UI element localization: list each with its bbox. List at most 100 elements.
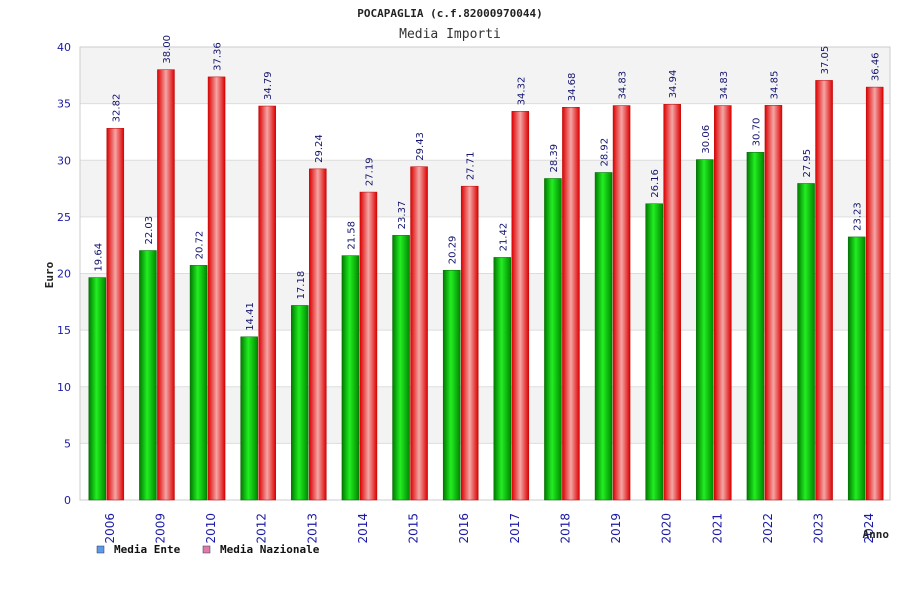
bar-media-ente bbox=[341, 255, 360, 501]
bars-group bbox=[88, 69, 884, 501]
bar-media-nazionale bbox=[410, 166, 428, 501]
x-axis-ticks: 2006 2009 2010 2012 2013 2014 2015 2016 2017 2018… bbox=[103, 513, 876, 544]
x-tick-label: 2019 bbox=[609, 513, 623, 544]
bar-media-nazionale bbox=[865, 86, 884, 501]
x-tick-label: 2006 bbox=[103, 513, 117, 544]
chart-subtitle: Media Importi bbox=[399, 27, 501, 42]
data-label: 27.71 bbox=[466, 152, 477, 181]
data-labels-group: 19.64 32.82 22.03 38.00 20.72 37.36 14.41 34.79… bbox=[93, 35, 881, 331]
data-label: 22.03 bbox=[144, 216, 155, 245]
bar-media-nazionale bbox=[157, 69, 175, 501]
y-tick-label: 20 bbox=[57, 268, 71, 281]
data-label: 34.68 bbox=[567, 73, 578, 102]
y-tick-label: 15 bbox=[57, 324, 71, 337]
y-tick-label: 30 bbox=[57, 154, 71, 167]
bar-media-ente bbox=[594, 172, 613, 501]
data-label: 19.64 bbox=[93, 243, 104, 272]
bar-media-ente bbox=[139, 250, 157, 501]
x-axis-label: Anno bbox=[863, 528, 890, 541]
bar-media-nazionale bbox=[612, 105, 631, 501]
y-tick-label: 5 bbox=[64, 437, 71, 450]
data-label: 34.85 bbox=[769, 71, 780, 100]
y-tick-label: 25 bbox=[57, 211, 71, 224]
y-axis-label: Euro bbox=[43, 261, 56, 288]
chart-title: POCAPAGLIA (c.f.82000970044) bbox=[357, 7, 542, 20]
bar-media-nazionale bbox=[714, 105, 732, 501]
bar-media-ente bbox=[291, 305, 309, 501]
legend-swatch-media-ente bbox=[96, 545, 105, 554]
data-label: 17.18 bbox=[296, 271, 307, 300]
data-label: 30.06 bbox=[701, 125, 712, 154]
x-tick-label: 2017 bbox=[508, 513, 522, 544]
y-tick-label: 40 bbox=[57, 41, 71, 54]
legend-label-media-ente: Media Ente bbox=[114, 543, 181, 556]
bar-media-nazionale bbox=[258, 105, 276, 501]
x-tick-label: 2016 bbox=[457, 513, 471, 544]
bar-media-ente bbox=[645, 203, 663, 501]
y-tick-label: 0 bbox=[64, 494, 71, 507]
data-label: 38.00 bbox=[162, 35, 173, 64]
x-tick-label: 2022 bbox=[761, 513, 775, 544]
data-label: 20.29 bbox=[448, 236, 459, 265]
bar-media-nazionale bbox=[764, 105, 783, 501]
bar-media-ente bbox=[189, 265, 208, 501]
data-label: 28.92 bbox=[600, 138, 611, 167]
bar-media-ente bbox=[392, 235, 410, 501]
x-tick-label: 2015 bbox=[407, 513, 421, 544]
data-label: 20.72 bbox=[195, 231, 206, 260]
bar-media-nazionale bbox=[663, 104, 681, 501]
data-label: 34.83 bbox=[719, 71, 730, 100]
bar-media-ente bbox=[88, 277, 107, 501]
x-tick-label: 2013 bbox=[305, 513, 319, 544]
legend-label-media-nazionale: Media Nazionale bbox=[220, 543, 320, 556]
data-label: 27.95 bbox=[802, 149, 813, 178]
bar-media-ente bbox=[696, 159, 714, 501]
data-label: 37.36 bbox=[213, 42, 224, 71]
data-label: 29.24 bbox=[314, 134, 325, 163]
bar-media-ente bbox=[746, 152, 765, 501]
data-label: 21.58 bbox=[346, 221, 357, 250]
data-label: 34.83 bbox=[618, 71, 629, 100]
legend: Media Ente Media Nazionale bbox=[96, 543, 320, 556]
legend-swatch-media-nazionale bbox=[202, 545, 211, 554]
data-label: 23.37 bbox=[397, 201, 408, 230]
bar-media-nazionale bbox=[359, 191, 378, 501]
data-label: 32.82 bbox=[111, 94, 122, 123]
y-tick-label: 35 bbox=[57, 98, 71, 111]
x-tick-label: 2014 bbox=[356, 513, 370, 544]
data-label: 30.70 bbox=[751, 118, 762, 147]
bar-media-nazionale bbox=[309, 168, 327, 501]
bar-media-ente bbox=[442, 269, 461, 501]
x-tick-label: 2023 bbox=[812, 513, 826, 544]
x-tick-label: 2018 bbox=[558, 513, 572, 544]
bar-media-nazionale bbox=[460, 185, 479, 501]
y-axis-ticks: 0 5 10 15 20 25 30 35 40 bbox=[57, 41, 71, 507]
bar-media-nazionale bbox=[207, 76, 226, 501]
data-label: 37.05 bbox=[820, 46, 831, 75]
data-label: 29.43 bbox=[415, 132, 426, 161]
data-label: 34.94 bbox=[668, 70, 679, 99]
bar-media-nazionale bbox=[511, 111, 530, 501]
data-label: 27.19 bbox=[364, 157, 375, 186]
data-label: 26.16 bbox=[650, 169, 661, 198]
data-label: 34.32 bbox=[516, 77, 527, 106]
data-label: 14.41 bbox=[245, 302, 256, 331]
data-label: 34.79 bbox=[263, 71, 274, 100]
bar-media-nazionale bbox=[562, 106, 580, 501]
bar-media-ente bbox=[847, 236, 866, 501]
x-tick-label: 2009 bbox=[153, 513, 167, 544]
data-label: 36.46 bbox=[871, 52, 882, 81]
y-tick-label: 10 bbox=[57, 381, 71, 394]
bar-media-nazionale bbox=[815, 80, 833, 501]
x-tick-label: 2024 bbox=[862, 513, 876, 544]
data-label: 23.23 bbox=[853, 202, 864, 231]
x-tick-label: 2020 bbox=[660, 513, 674, 544]
plot-frame bbox=[79, 46, 891, 501]
x-tick-label: 2021 bbox=[710, 513, 724, 544]
bar-media-ente bbox=[493, 257, 512, 501]
data-label: 28.39 bbox=[549, 144, 560, 173]
x-tick-label: 2010 bbox=[204, 513, 218, 544]
data-label: 21.42 bbox=[498, 223, 509, 252]
